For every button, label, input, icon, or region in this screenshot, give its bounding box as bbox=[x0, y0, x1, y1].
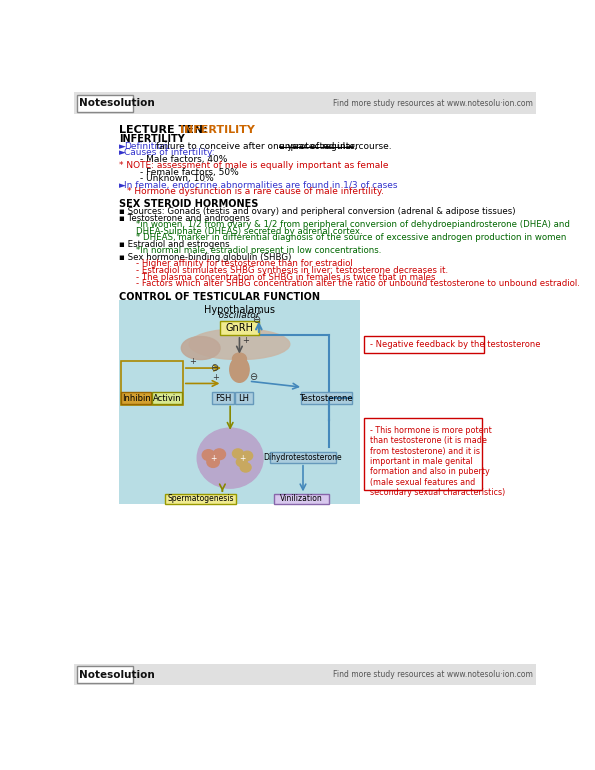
FancyBboxPatch shape bbox=[235, 392, 253, 403]
Text: *in women, 1/2 from ovary & 1/2 from peripheral conversion of dehydroepiandroste: *in women, 1/2 from ovary & 1/2 from per… bbox=[136, 220, 570, 229]
Text: +: + bbox=[212, 373, 219, 383]
Text: - Female factors, 50%: - Female factors, 50% bbox=[140, 168, 239, 177]
Text: ►: ► bbox=[120, 148, 129, 157]
Text: Vinilization: Vinilization bbox=[280, 494, 323, 504]
Ellipse shape bbox=[233, 353, 246, 364]
Text: unprotected intercourse.: unprotected intercourse. bbox=[279, 142, 392, 151]
Text: failure to conceive after one year of regular,: failure to conceive after one year of re… bbox=[153, 142, 360, 151]
Ellipse shape bbox=[197, 428, 263, 488]
Text: ⊖: ⊖ bbox=[252, 316, 261, 325]
Text: Dihydrotestosterone: Dihydrotestosterone bbox=[264, 453, 342, 462]
FancyBboxPatch shape bbox=[364, 418, 482, 490]
Bar bbox=[120, 300, 359, 504]
Text: INFERTILITY: INFERTILITY bbox=[180, 125, 255, 135]
Ellipse shape bbox=[213, 449, 226, 460]
Text: Find more study resources at www.notesolu·ion.com: Find more study resources at www.notesol… bbox=[333, 670, 533, 679]
Text: +: + bbox=[239, 454, 246, 464]
Text: - The plasma concentration of SHBG in females is twice that in males: - The plasma concentration of SHBG in fe… bbox=[136, 273, 436, 282]
Text: - Estradiol stimulates SHBG synthesis in liver; testosterone decreases it.: - Estradiol stimulates SHBG synthesis in… bbox=[136, 266, 449, 275]
Text: * Hormone dysfunction is a rare cause of male infertility.: * Hormone dysfunction is a rare cause of… bbox=[127, 187, 384, 196]
Text: FSH: FSH bbox=[215, 393, 231, 403]
Text: INFERTILITY: INFERTILITY bbox=[120, 134, 185, 144]
FancyBboxPatch shape bbox=[301, 392, 352, 403]
Ellipse shape bbox=[207, 457, 220, 467]
Text: CONTROL OF TESTICULAR FUNCTION: CONTROL OF TESTICULAR FUNCTION bbox=[120, 292, 320, 302]
Text: - Factors which alter SHBG concentration alter the ratio of unbound testosterone: - Factors which alter SHBG concentration… bbox=[136, 279, 580, 288]
Text: Notesolution: Notesolution bbox=[79, 99, 155, 108]
Text: LH: LH bbox=[239, 393, 249, 403]
Text: Testosterone: Testosterone bbox=[299, 393, 353, 403]
Text: Definition:: Definition: bbox=[124, 142, 171, 151]
Ellipse shape bbox=[181, 336, 220, 360]
Text: *In normal male, estradiol present in low concentrations.: *In normal male, estradiol present in lo… bbox=[136, 246, 382, 256]
Text: ▪ Estradiol and estrogens: ▪ Estradiol and estrogens bbox=[120, 239, 230, 249]
FancyBboxPatch shape bbox=[364, 336, 484, 353]
FancyBboxPatch shape bbox=[77, 666, 133, 683]
Text: ⊖: ⊖ bbox=[211, 363, 219, 373]
Text: In female, endocrine abnormalities are found in 1/3 of cases: In female, endocrine abnormalities are f… bbox=[124, 181, 397, 190]
Text: +: + bbox=[189, 357, 196, 367]
FancyBboxPatch shape bbox=[77, 95, 133, 112]
Text: GnRH: GnRH bbox=[226, 323, 253, 333]
Text: +: + bbox=[243, 336, 249, 346]
Text: - This hormone is more potent
than testosterone (it is made
from testosterone) a: - This hormone is more potent than testo… bbox=[371, 426, 506, 497]
Text: Inhibin: Inhibin bbox=[122, 393, 151, 403]
Text: LECTURE TEN:: LECTURE TEN: bbox=[120, 125, 208, 135]
Text: Causes of infertility:: Causes of infertility: bbox=[124, 148, 215, 157]
Text: SEX STEROID HORMONES: SEX STEROID HORMONES bbox=[120, 199, 259, 209]
FancyBboxPatch shape bbox=[212, 392, 234, 403]
FancyBboxPatch shape bbox=[270, 451, 336, 463]
Text: ⊖: ⊖ bbox=[249, 373, 258, 382]
Text: ►: ► bbox=[120, 142, 129, 151]
Text: Activin: Activin bbox=[153, 393, 181, 403]
Ellipse shape bbox=[233, 449, 243, 458]
Ellipse shape bbox=[202, 450, 215, 460]
Bar bbox=[74, 664, 536, 685]
Ellipse shape bbox=[236, 457, 247, 467]
FancyBboxPatch shape bbox=[165, 494, 236, 504]
Text: ►: ► bbox=[120, 181, 129, 190]
Text: Spermatogenesis: Spermatogenesis bbox=[167, 494, 234, 504]
Text: * NOTE: assessment of male is equally important as female: * NOTE: assessment of male is equally im… bbox=[120, 161, 389, 170]
Text: ▪ Sources: Gonads (testis and ovary) and peripheral conversion (adrenal & adipos: ▪ Sources: Gonads (testis and ovary) and… bbox=[120, 207, 516, 216]
FancyBboxPatch shape bbox=[121, 392, 152, 403]
Text: - Higher affinity for testosterone than for estradiol: - Higher affinity for testosterone than … bbox=[136, 259, 353, 269]
Text: - Male factors, 40%: - Male factors, 40% bbox=[140, 155, 228, 164]
Text: +: + bbox=[211, 454, 217, 464]
Text: * DHEAS, marker in differential diagnosis of the source of excessive androgen pr: * DHEAS, marker in differential diagnosi… bbox=[136, 233, 567, 243]
Text: Hypothalamus: Hypothalamus bbox=[204, 305, 275, 315]
Bar bbox=[74, 92, 536, 114]
Text: - Unknown, 10%: - Unknown, 10% bbox=[140, 174, 214, 183]
Ellipse shape bbox=[189, 329, 290, 360]
Text: Find more study resources at www.notesolu·ion.com: Find more study resources at www.notesol… bbox=[333, 99, 533, 108]
Text: ▪ Sex hormone-binding globulin (SHBG): ▪ Sex hormone-binding globulin (SHBG) bbox=[120, 253, 292, 262]
Ellipse shape bbox=[230, 357, 249, 382]
Text: ▪ Testosterone and androgens: ▪ Testosterone and androgens bbox=[120, 213, 250, 223]
Ellipse shape bbox=[242, 451, 253, 460]
FancyBboxPatch shape bbox=[152, 392, 183, 403]
Ellipse shape bbox=[240, 463, 251, 472]
Text: Notesolution: Notesolution bbox=[79, 670, 155, 679]
Text: DHEA-Sulphate (DHEAS) secreted by adrenal cortex.: DHEA-Sulphate (DHEAS) secreted by adrena… bbox=[136, 226, 363, 236]
FancyBboxPatch shape bbox=[220, 321, 259, 335]
FancyBboxPatch shape bbox=[274, 494, 329, 504]
Text: - Negative feedback by the testosterone: - Negative feedback by the testosterone bbox=[371, 340, 541, 349]
Text: 'oscillator': 'oscillator' bbox=[217, 311, 262, 320]
